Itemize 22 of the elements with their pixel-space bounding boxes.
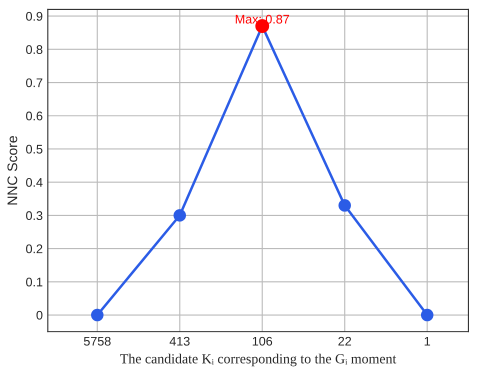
y-tick-label: 0.8	[26, 45, 42, 54]
annotation: Max: 0.87	[236, 14, 290, 24]
x-tick-label: 413	[170, 336, 190, 346]
y-tick-label: 0.4	[26, 178, 43, 187]
point	[174, 209, 186, 222]
y-tick-label: 0.2	[26, 244, 42, 254]
y-tick-label: 0.7	[26, 78, 42, 88]
x-tick-label: 1	[424, 336, 430, 346]
point	[338, 199, 351, 212]
y-tick-label: 0.9	[26, 12, 42, 21]
y-axis-title: NNC Score	[7, 136, 18, 205]
point	[91, 308, 104, 322]
y-tick-label: 0.3	[26, 211, 42, 220]
point	[420, 308, 434, 322]
y-tick-label: 0	[36, 310, 42, 320]
y-tick-label: 0.5	[26, 144, 42, 154]
x-tick-label: 5758	[84, 336, 111, 346]
x-tick-label: 22	[338, 336, 352, 346]
y-tick-label: 0.6	[26, 112, 42, 120]
x-tick-label: 106	[252, 336, 272, 346]
y-tick-label: 0.1	[26, 278, 42, 286]
x-axis-title: The candidate Kᵢ corresponding to the Gᵢ moment	[120, 354, 396, 366]
